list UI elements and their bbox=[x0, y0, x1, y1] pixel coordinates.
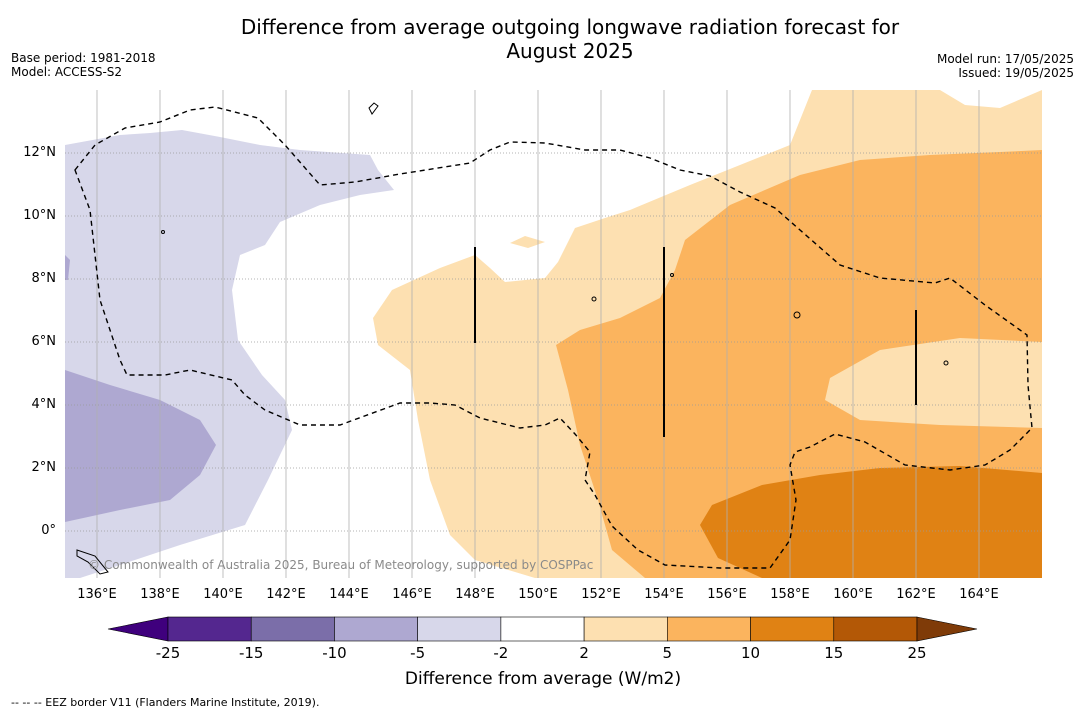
longitude-label: 154°E bbox=[644, 587, 684, 602]
title-line-1: Difference from average outgoing longwav… bbox=[240, 15, 900, 39]
meta-left: Base period: 1981-2018 Model: ACCESS-S2 bbox=[11, 51, 156, 79]
longitude-label: 162°E bbox=[896, 587, 936, 602]
colorbar-title: Difference from average (W/m2) bbox=[404, 669, 682, 689]
latitude-label: 4°N bbox=[31, 397, 57, 412]
longitude-label: 152°E bbox=[581, 587, 621, 602]
longitude-label: 146°E bbox=[392, 587, 432, 602]
latitude-label: 8°N bbox=[31, 271, 57, 286]
colorbar-tick-label: 2 bbox=[579, 644, 589, 662]
colorbar-segment bbox=[250, 616, 335, 642]
eez-border bbox=[74, 106, 1033, 569]
island-dot bbox=[591, 296, 597, 302]
longitude-label: 148°E bbox=[455, 587, 495, 602]
model-run: Model run: 17/05/2025 bbox=[936, 52, 1074, 66]
island-dot bbox=[161, 230, 165, 234]
title-line-2: August 2025 bbox=[506, 39, 634, 63]
latitude-label: 6°N bbox=[31, 334, 57, 349]
colorbar-tick-label: -15 bbox=[238, 644, 264, 662]
colorbar-segment bbox=[417, 616, 502, 642]
colorbar-extend-high bbox=[916, 616, 978, 642]
colorbar-segment bbox=[833, 616, 918, 642]
gridlines bbox=[65, 90, 1042, 578]
longitude-label: 164°E bbox=[959, 587, 999, 602]
island-dot bbox=[943, 360, 949, 366]
longitude-label: 156°E bbox=[707, 587, 747, 602]
longitude-label: 138°E bbox=[140, 587, 180, 602]
islands bbox=[76, 102, 949, 575]
island-dot bbox=[670, 273, 674, 277]
colorbar-tick-label: 15 bbox=[824, 644, 844, 662]
colorbar-segment bbox=[500, 616, 585, 642]
colorbar-segment bbox=[667, 616, 751, 642]
model-name: Model: ACCESS-S2 bbox=[11, 65, 123, 79]
colorbar bbox=[107, 616, 978, 642]
anomaly-region-purple-edge bbox=[65, 255, 70, 280]
base-period: Base period: 1981-2018 bbox=[11, 51, 156, 65]
longitude-label: 158°E bbox=[770, 587, 810, 602]
island-guam bbox=[368, 102, 379, 115]
colorbar-segment bbox=[583, 616, 668, 642]
longitude-label: 144°E bbox=[329, 587, 369, 602]
anomaly-region-mid-purple bbox=[65, 370, 216, 522]
latitude-label: 0° bbox=[41, 523, 56, 538]
colorbar-segment bbox=[334, 616, 418, 642]
colorbar-tick-label: 25 bbox=[907, 644, 927, 662]
latitude-label: 10°N bbox=[23, 208, 56, 223]
map-title: Difference from average outgoing longwav… bbox=[170, 15, 970, 63]
colorbar-tick-label: -5 bbox=[410, 644, 426, 662]
colorbar-tick-label: -10 bbox=[322, 644, 347, 662]
longitude-label: 136°E bbox=[77, 587, 117, 602]
anomaly-region-light-orange-blob bbox=[510, 236, 545, 248]
longitude-label: 140°E bbox=[203, 587, 243, 602]
eez-footnote: -- -- -- EEZ border V11 (Flanders Marine… bbox=[11, 696, 320, 709]
map-area bbox=[65, 90, 1042, 578]
island-dot bbox=[793, 311, 801, 319]
colorbar-segment bbox=[750, 616, 835, 642]
longitude-label: 160°E bbox=[833, 587, 873, 602]
island-png bbox=[76, 549, 109, 575]
latitude-label: 2°N bbox=[31, 460, 57, 475]
colorbar-segment bbox=[167, 616, 252, 642]
colorbar-tick-label: 5 bbox=[662, 644, 673, 662]
issued-date: Issued: 19/05/2025 bbox=[958, 66, 1074, 80]
longitude-label: 150°E bbox=[518, 587, 558, 602]
longitude-label: 142°E bbox=[266, 587, 306, 602]
colorbar-extend-low bbox=[107, 616, 169, 642]
colorbar-tick-label: -2 bbox=[493, 644, 509, 662]
colorbar-tick-label: -25 bbox=[155, 644, 181, 662]
anomaly-region-dark-orange bbox=[700, 466, 1042, 578]
meta-right: Model run: 17/05/2025 Issued: 19/05/2025 bbox=[937, 52, 1074, 80]
latitude-label: 12°N bbox=[23, 145, 56, 160]
colorbar-tick-label: 10 bbox=[741, 644, 761, 662]
copyright-credit: © Commonwealth of Australia 2025, Bureau… bbox=[88, 558, 594, 572]
